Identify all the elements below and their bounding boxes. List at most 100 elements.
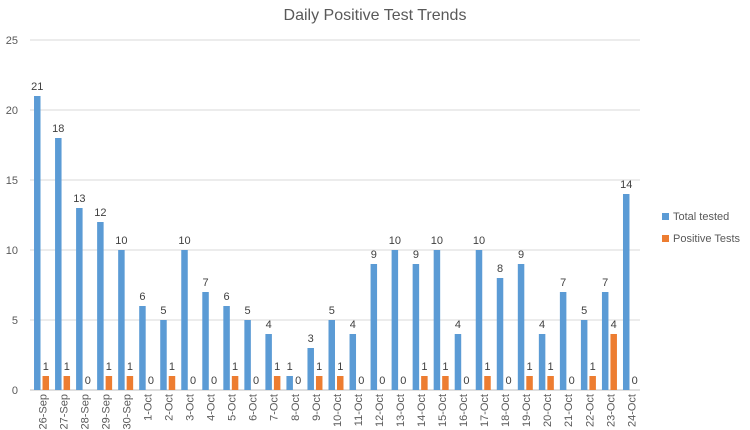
data-label-total-tested: 13 (73, 193, 85, 205)
data-label-total-tested: 4 (350, 319, 356, 331)
x-tick-label: 26-Sep (37, 394, 49, 429)
data-label-positive-tests: 1 (484, 361, 490, 373)
x-tick-label: 1-Oct (143, 394, 155, 421)
data-label-positive-tests: 1 (442, 361, 448, 373)
data-label-positive-tests: 0 (463, 375, 469, 387)
bar-positive-tests (421, 376, 428, 390)
data-label-positive-tests: 1 (232, 361, 238, 373)
data-label-total-tested: 3 (308, 333, 314, 345)
data-label-total-tested: 10 (389, 235, 401, 247)
data-label-positive-tests: 0 (148, 375, 154, 387)
bar-positive-tests (42, 376, 50, 390)
bar-total-tested (412, 264, 420, 390)
bar-total-tested (601, 292, 609, 390)
x-tick-label: 21-Oct (563, 394, 575, 427)
data-label-positive-tests: 0 (400, 375, 406, 387)
x-tick-label: 19-Oct (521, 394, 533, 427)
data-label-positive-tests: 0 (85, 375, 91, 387)
data-label-positive-tests: 1 (316, 361, 322, 373)
bar-total-tested (559, 292, 567, 390)
bar-positive-tests (589, 376, 596, 390)
x-tick-label: 22-Oct (584, 394, 596, 427)
bar-positive-tests (105, 376, 113, 390)
data-label-positive-tests: 1 (169, 361, 175, 373)
data-label-total-tested: 12 (94, 207, 106, 219)
bar-positive-tests (231, 376, 239, 390)
bar-total-tested (349, 334, 357, 390)
data-label-total-tested: 9 (371, 249, 377, 261)
bar-total-tested (517, 264, 525, 390)
data-label-total-tested: 10 (431, 235, 443, 247)
data-label-positive-tests: 1 (548, 361, 554, 373)
bar-total-tested (454, 334, 462, 390)
bar-total-tested (55, 138, 62, 390)
data-label-total-tested: 10 (178, 235, 190, 247)
x-tick-label: 14-Oct (416, 394, 428, 427)
x-tick-label: 23-Oct (605, 394, 617, 427)
data-label-positive-tests: 1 (421, 361, 427, 373)
data-label-total-tested: 10 (473, 235, 485, 247)
bar-total-tested (118, 250, 125, 390)
bar-total-tested (34, 96, 41, 390)
bar-total-tested (160, 320, 167, 390)
x-tick-label: 15-Oct (437, 394, 449, 427)
data-label-positive-tests: 1 (337, 361, 343, 373)
bar-total-tested (496, 278, 504, 390)
data-label-total-tested: 9 (518, 249, 524, 261)
data-label-positive-tests: 1 (274, 361, 280, 373)
bar-total-tested (202, 292, 209, 390)
data-label-positive-tests: 0 (211, 375, 217, 387)
bar-total-tested (328, 320, 335, 390)
bar-total-tested (391, 250, 399, 390)
data-label-positive-tests: 0 (505, 375, 511, 387)
data-label-total-tested: 8 (497, 263, 503, 275)
data-label-total-tested: 6 (139, 291, 145, 303)
bar-positive-tests (484, 376, 491, 390)
bar-positive-tests (337, 376, 344, 390)
data-label-total-tested: 14 (620, 179, 632, 191)
x-tick-label: 17-Oct (479, 394, 491, 427)
x-tick-label: 7-Oct (269, 394, 281, 421)
bar-positive-tests (273, 376, 281, 390)
data-label-positive-tests: 4 (611, 319, 617, 331)
x-tick-label: 13-Oct (395, 394, 407, 427)
x-tick-label: 6-Oct (248, 394, 260, 421)
bar-positive-tests (547, 376, 554, 390)
bar-total-tested (475, 250, 483, 390)
data-label-total-tested: 6 (224, 291, 230, 303)
bar-total-tested (538, 334, 546, 390)
bar-total-tested (580, 320, 588, 390)
data-label-total-tested: 4 (455, 319, 461, 331)
bar-total-tested (139, 306, 146, 390)
y-tick-label: 0 (12, 385, 18, 397)
data-label-positive-tests: 0 (569, 375, 575, 387)
x-tick-label: 11-Oct (353, 394, 365, 426)
y-tick-label: 25 (6, 35, 18, 47)
y-tick-label: 15 (6, 175, 18, 187)
data-label-total-tested: 1 (287, 361, 293, 373)
data-label-total-tested: 21 (31, 81, 43, 93)
bar-positive-tests (610, 334, 617, 390)
x-tick-label: 30-Sep (122, 394, 134, 429)
data-label-positive-tests: 0 (632, 375, 638, 387)
bar-positive-tests (168, 376, 176, 390)
data-label-positive-tests: 0 (253, 375, 259, 387)
data-label-total-tested: 7 (202, 277, 208, 289)
data-label-total-tested: 5 (245, 305, 251, 317)
legend: Total tested Positive Tests (662, 211, 741, 245)
y-tick-label: 10 (6, 245, 18, 257)
bar-positive-tests (126, 376, 134, 390)
x-tick-label: 8-Oct (290, 394, 302, 421)
bar-total-tested (622, 194, 630, 390)
legend-label-positive-tests: Positive Tests (673, 233, 741, 245)
bars (34, 96, 630, 390)
legend-label-total-tested: Total tested (673, 211, 729, 223)
bar-positive-tests (526, 376, 533, 390)
bar-positive-tests (442, 376, 449, 390)
x-tick-label: 16-Oct (458, 394, 470, 427)
bar-total-tested (307, 348, 314, 390)
x-tick-label: 12-Oct (374, 394, 386, 427)
